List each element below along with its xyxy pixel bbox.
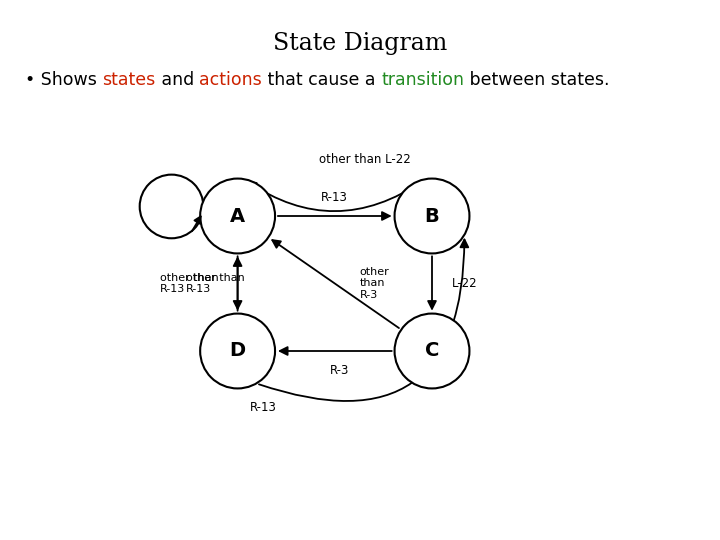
Circle shape <box>200 179 275 253</box>
Text: between states.: between states. <box>464 71 610 89</box>
Circle shape <box>395 179 469 253</box>
Text: other than L-22: other than L-22 <box>319 153 410 166</box>
Text: B: B <box>425 206 439 226</box>
Text: that cause a: that cause a <box>262 71 381 89</box>
Text: L-22: L-22 <box>452 277 477 290</box>
Text: State Diagram: State Diagram <box>273 32 447 55</box>
Text: R-3: R-3 <box>330 364 349 377</box>
Text: transition: transition <box>381 71 464 89</box>
Text: D: D <box>230 341 246 361</box>
Text: other than
R-13: other than R-13 <box>161 273 219 294</box>
Text: and: and <box>156 71 199 89</box>
Text: states: states <box>102 71 156 89</box>
Text: actions: actions <box>199 71 262 89</box>
Text: other than
R-13: other than R-13 <box>186 273 245 294</box>
Text: R-13: R-13 <box>250 401 276 414</box>
Text: A: A <box>230 206 246 226</box>
Text: C: C <box>425 341 439 361</box>
Circle shape <box>200 314 275 388</box>
Text: other
than
R-3: other than R-3 <box>360 267 390 300</box>
Text: • Shows: • Shows <box>25 71 102 89</box>
Circle shape <box>395 314 469 388</box>
Text: R-13: R-13 <box>321 191 348 204</box>
